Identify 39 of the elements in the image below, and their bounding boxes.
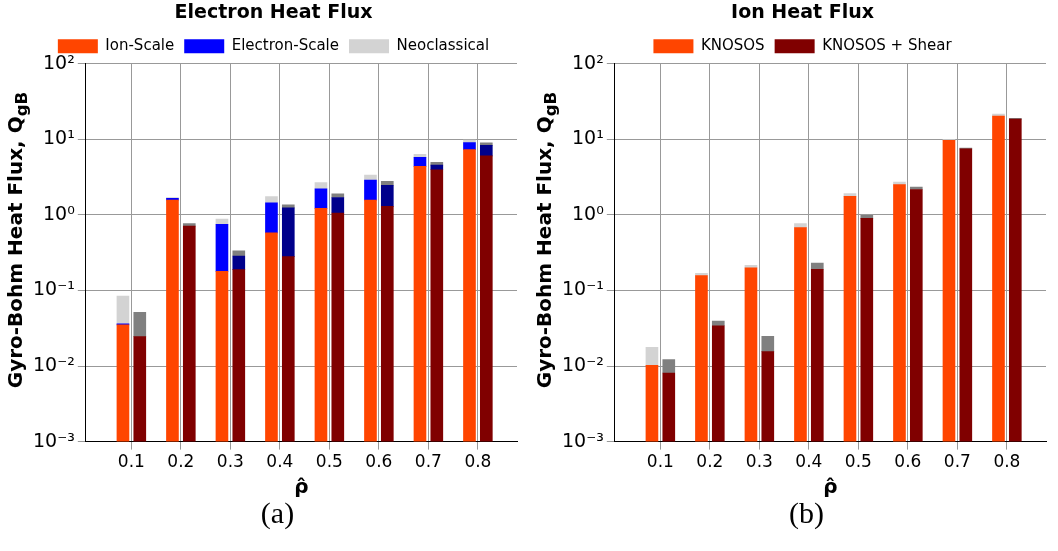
x-tick-label: 0.8 [464,451,492,472]
x-tick-label: 0.1 [117,451,145,472]
x-axis-title: ρ̂ [294,474,309,499]
y-tick-label: 10⁻¹ [32,277,75,300]
x-tick-label: 0.7 [943,451,971,472]
x-tick-label: 0.3 [745,451,773,472]
x-tick-label: 0.4 [795,451,823,472]
text: (a) [260,496,295,529]
chart-title: Electron Heat Flux [174,0,373,23]
y-tick-label: 10⁻³ [32,428,75,451]
y-tick-label: 10² [572,50,604,73]
legend-label: KNOSOS + Shear [822,36,953,55]
x-tick-label: 0.6 [365,451,393,472]
x-tick-label: 0.4 [266,451,294,472]
y-tick-label: 10⁻² [561,352,604,375]
y-tick-label: 10¹ [572,126,604,149]
y-tick-label: 10⁻¹ [561,277,604,300]
legend-label: Neoclassical [396,36,490,55]
x-tick-label: 0.5 [315,451,343,472]
x-tick-label: 0.3 [216,451,244,472]
x-tick-label: 0.2 [167,451,195,472]
x-axis-title: ρ̂ [823,474,838,499]
legend-label: Ion-Scale [105,36,175,55]
y-tick-label: 10⁻² [32,352,75,375]
y-tick-label: 10² [43,50,75,73]
y-tick-label: 10⁻³ [561,428,604,451]
x-tick-label: 0.7 [414,451,442,472]
x-tick-label: 0.8 [993,451,1021,472]
text: (b) [788,496,825,530]
x-tick-label: 0.6 [894,451,922,472]
chart-title: Ion Heat Flux [731,0,874,23]
legend-label: KNOSOS [700,36,765,55]
legend-label: Electron-Scale [231,36,340,55]
y-tick-label: 10⁰ [43,201,75,224]
y-tick-label: 10⁰ [572,201,604,224]
x-tick-label: 0.5 [844,451,872,472]
x-tick-label: 0.2 [696,451,724,472]
x-tick-label: 0.1 [646,451,674,472]
y-tick-label: 10¹ [43,126,75,149]
